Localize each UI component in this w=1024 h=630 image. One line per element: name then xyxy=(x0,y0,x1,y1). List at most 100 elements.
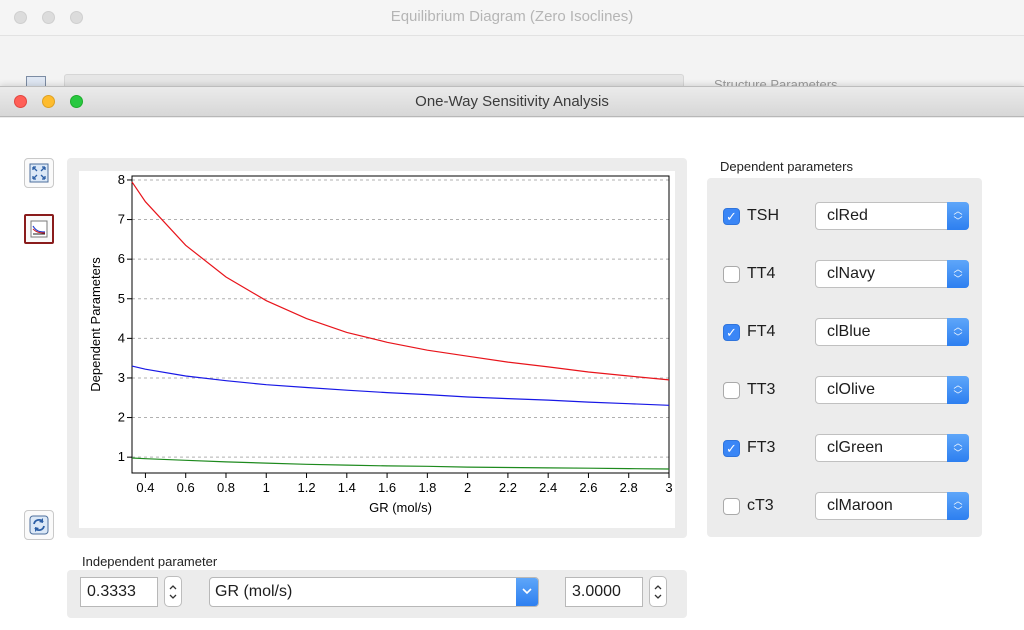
sensitivity-window: One-Way Sensitivity Analysis xyxy=(0,86,1024,630)
x-tick-label: 1.2 xyxy=(297,480,315,495)
ct3-checkbox[interactable] xyxy=(723,498,740,515)
x-tick-label: 2.4 xyxy=(539,480,557,495)
x-axis-label: GR (mol/s) xyxy=(369,500,432,515)
dependent-row-tt4: TT4 clNavy ︿ ﹀ xyxy=(707,260,982,290)
x-tick-label: 1.4 xyxy=(338,480,356,495)
checkmark-icon: ✓ xyxy=(726,209,737,224)
bg-minimize-button[interactable] xyxy=(42,11,55,24)
min-value-stepper[interactable] xyxy=(164,576,182,607)
up-down-chevron-icon: ︿ ﹀ xyxy=(947,376,969,404)
tt3-color-select[interactable]: clOlive ︿ ﹀ xyxy=(815,376,969,404)
background-titlebar: Equilibrium Diagram (Zero Isoclines) xyxy=(0,0,1024,36)
checkmark-icon: ✓ xyxy=(726,441,737,456)
independent-parameter-value: GR (mol/s) xyxy=(215,583,293,600)
plot-options-button[interactable] xyxy=(24,214,54,244)
y-tick-label: 2 xyxy=(118,410,125,425)
y-tick-label: 1 xyxy=(118,449,125,464)
up-down-chevron-icon: ︿ ﹀ xyxy=(947,492,969,520)
minimize-button[interactable] xyxy=(42,95,55,108)
y-tick-label: 5 xyxy=(118,291,125,306)
series-line-0 xyxy=(131,181,670,381)
y-tick-label: 6 xyxy=(118,251,125,266)
dependent-row-tsh: ✓ TSH clRed ︿ ﹀ xyxy=(707,202,982,232)
titlebar: One-Way Sensitivity Analysis xyxy=(0,87,1024,117)
ft3-checkbox[interactable]: ✓ xyxy=(723,440,740,457)
ft4-color-value: clBlue xyxy=(827,323,871,340)
bg-fit-icon xyxy=(26,76,46,86)
chart-area: 1 2 3 4 5 6 7 8 0.4 0.6 0.8 1 1.2 1.4 1.6 1.8 2 2.2 2.4 2.6… xyxy=(79,171,675,528)
y-tick-label: 3 xyxy=(118,370,125,385)
tt4-label: TT4 xyxy=(747,265,776,282)
tsh-label: TSH xyxy=(747,207,779,224)
x-tick-label: 3 xyxy=(665,480,672,495)
y-tick-label: 7 xyxy=(118,212,125,227)
independent-parameter-select[interactable]: GR (mol/s) xyxy=(209,577,539,607)
tt3-label: TT3 xyxy=(747,381,776,398)
ft4-checkbox[interactable]: ✓ xyxy=(723,324,740,341)
dependent-row-ct3: cT3 clMaroon ︿ ﹀ xyxy=(707,492,982,522)
ft4-label: FT4 xyxy=(747,323,776,340)
ct3-color-value: clMaroon xyxy=(827,497,893,514)
max-value-field[interactable]: 3.0000 xyxy=(565,577,643,607)
ft3-color-select[interactable]: clGreen ︿ ﹀ xyxy=(815,434,969,462)
dependent-row-ft3: ✓ FT3 clGreen ︿ ﹀ xyxy=(707,434,982,464)
dependent-parameters-panel: ✓ TSH clRed ︿ ﹀ TT4 clNavy ︿ ﹀ ✓ FT4 c xyxy=(707,178,982,537)
dependent-row-tt3: TT3 clOlive ︿ ﹀ xyxy=(707,376,982,406)
max-value-stepper[interactable] xyxy=(649,576,667,607)
tsh-checkbox[interactable]: ✓ xyxy=(723,208,740,225)
chart-panel: 1 2 3 4 5 6 7 8 0.4 0.6 0.8 1 1.2 1.4 1.6 1.8 2 2.2 2.4 2.6… xyxy=(67,158,687,538)
x-tick-label: 0.8 xyxy=(217,480,235,495)
tt4-color-select[interactable]: clNavy ︿ ﹀ xyxy=(815,260,969,288)
window-title: One-Way Sensitivity Analysis xyxy=(415,93,609,110)
x-tick-label: 1 xyxy=(263,480,270,495)
checkmark-icon: ✓ xyxy=(726,325,737,340)
ft3-label: FT3 xyxy=(747,439,776,456)
x-tick-label: 2.8 xyxy=(620,480,638,495)
tt3-color-value: clOlive xyxy=(827,381,876,398)
x-tick-label: 0.6 xyxy=(177,480,195,495)
refresh-button[interactable] xyxy=(24,510,54,540)
min-value-field[interactable]: 0.3333 xyxy=(80,577,158,607)
bg-close-button[interactable] xyxy=(14,11,27,24)
bg-field xyxy=(64,74,684,86)
tt4-color-value: clNavy xyxy=(827,265,876,282)
dependent-parameters-label: Dependent parameters xyxy=(720,159,853,174)
x-tick-label: 0.4 xyxy=(136,480,154,495)
stepper-arrows-icon xyxy=(169,584,177,599)
independent-parameter-label: Independent parameter xyxy=(82,554,218,569)
y-tick-label: 8 xyxy=(118,172,125,187)
up-down-chevron-icon: ︿ ﹀ xyxy=(947,260,969,288)
dependent-row-ft4: ✓ FT4 clBlue ︿ ﹀ xyxy=(707,318,982,348)
tsh-color-value: clRed xyxy=(827,207,868,224)
tt4-checkbox[interactable] xyxy=(723,266,740,283)
ft4-color-select[interactable]: clBlue ︿ ﹀ xyxy=(815,318,969,346)
independent-parameter-panel: 0.3333 GR (mol/s) 3.0000 xyxy=(67,570,687,618)
x-tick-label: 1.8 xyxy=(418,480,436,495)
up-down-chevron-icon: ︿ ﹀ xyxy=(947,202,969,230)
series-line-2 xyxy=(131,457,670,470)
plot-frame xyxy=(131,175,670,474)
window-content: 1 2 3 4 5 6 7 8 0.4 0.6 0.8 1 1.2 1.4 1.6 1.8 2 2.2 2.4 2.6… xyxy=(0,118,1024,630)
sensitivity-chart: 1 2 3 4 5 6 7 8 0.4 0.6 0.8 1 1.2 1.4 1.6 1.8 2 2.2 2.4 2.6… xyxy=(88,172,673,515)
up-down-chevron-icon: ︿ ﹀ xyxy=(947,434,969,462)
background-window-title: Equilibrium Diagram (Zero Isoclines) xyxy=(390,8,634,25)
x-tick-label: 2 xyxy=(464,480,471,495)
x-tick-label: 1.6 xyxy=(378,480,396,495)
close-button[interactable] xyxy=(14,95,27,108)
ct3-color-select[interactable]: clMaroon ︿ ﹀ xyxy=(815,492,969,520)
tt3-checkbox[interactable] xyxy=(723,382,740,399)
y-axis-label: Dependent Parameters xyxy=(88,257,103,392)
fit-button[interactable] xyxy=(24,158,54,188)
plot-options-icon xyxy=(30,220,48,238)
refresh-icon xyxy=(29,515,49,535)
ft3-color-value: clGreen xyxy=(827,439,884,456)
tsh-color-select[interactable]: clRed ︿ ﹀ xyxy=(815,202,969,230)
stepper-arrows-icon xyxy=(654,584,662,599)
chevron-down-icon xyxy=(516,578,538,606)
bg-structure-parameters-label: Structure Parameters xyxy=(714,77,838,86)
up-down-chevron-icon: ︿ ﹀ xyxy=(947,318,969,346)
x-tick-label: 2.2 xyxy=(499,480,517,495)
bg-zoom-button[interactable] xyxy=(70,11,83,24)
zoom-button[interactable] xyxy=(70,95,83,108)
x-tick-label: 2.6 xyxy=(579,480,597,495)
